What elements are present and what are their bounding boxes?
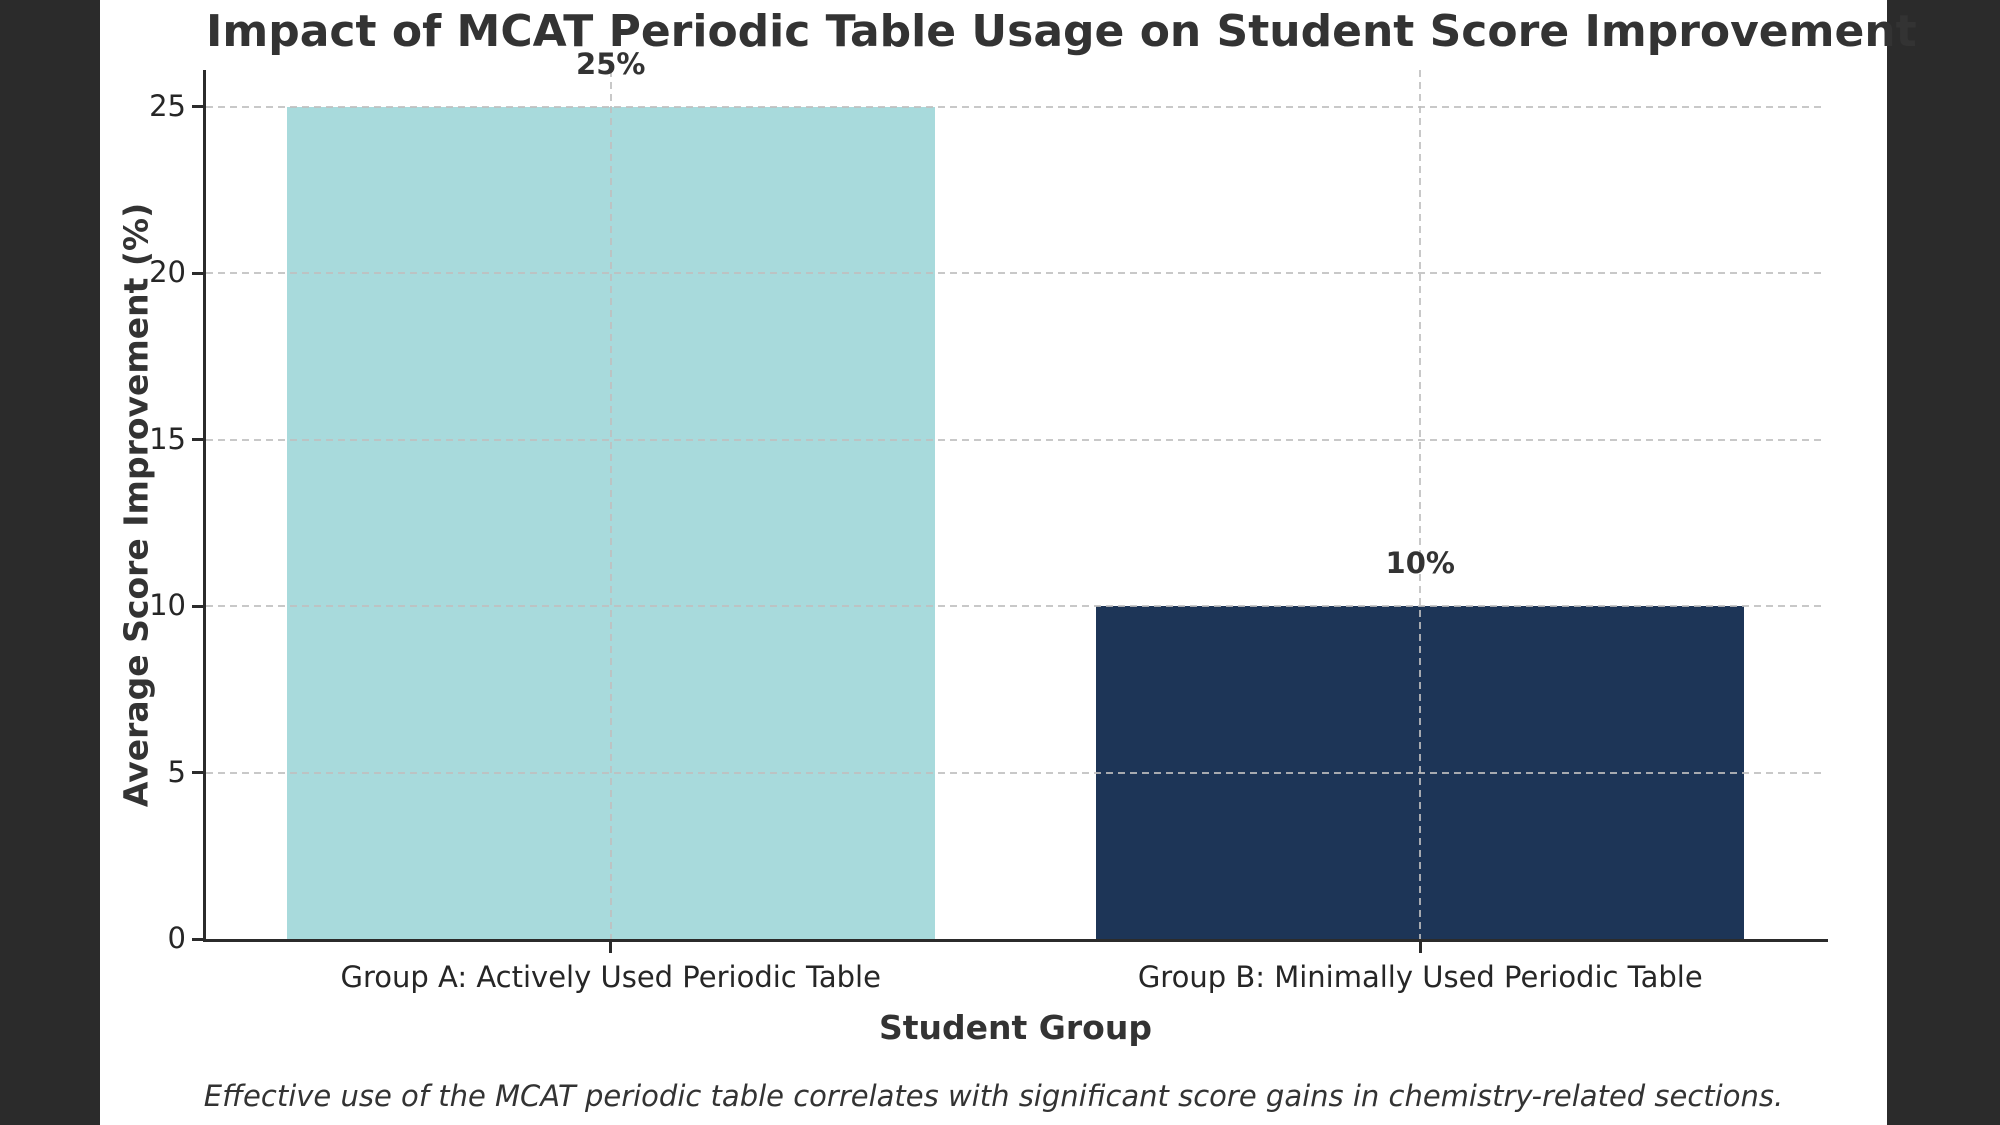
- y-tick-0: [192, 937, 203, 941]
- left-letterbox: [0, 0, 100, 1125]
- y-tick-label-20: 20: [149, 255, 186, 290]
- y-tick-label-25: 25: [149, 88, 186, 123]
- y-axis-spine: [203, 70, 206, 942]
- y-axis-label: Average Score Improvement (%): [116, 202, 156, 808]
- x-tick-0: [609, 942, 613, 953]
- y-tick-label-10: 10: [149, 588, 186, 623]
- y-tick-15: [192, 438, 203, 442]
- bar-value-label-1: 10%: [1385, 546, 1455, 581]
- y-gridline-5: [206, 771, 1825, 774]
- y-tick-20: [192, 271, 203, 275]
- y-tick-label-5: 5: [167, 754, 186, 789]
- y-gridline-20: [206, 272, 1825, 275]
- x-axis-spine: [203, 939, 1828, 942]
- x-axis-label: Student Group: [879, 1008, 1152, 1047]
- x-tick-label-0: Group A: Actively Used Periodic Table: [340, 960, 881, 994]
- y-tick-label-0: 0: [167, 921, 186, 955]
- x-tick-1: [1418, 942, 1422, 953]
- y-tick-10: [192, 604, 203, 608]
- chart-caption: Effective use of the MCAT periodic table…: [203, 1079, 1784, 1113]
- y-gridline-15: [206, 438, 1825, 441]
- y-tick-25: [192, 105, 203, 109]
- x-gridline-0: [609, 70, 612, 939]
- x-tick-label-1: Group B: Minimally Used Periodic Table: [1137, 960, 1703, 994]
- bar-value-label-0: 25%: [576, 46, 646, 81]
- y-tick-label-15: 15: [149, 421, 186, 456]
- y-tick-5: [192, 771, 203, 775]
- x-gridline-1: [1419, 70, 1422, 939]
- y-gridline-10: [206, 605, 1825, 608]
- right-letterbox: [1887, 0, 2000, 1125]
- chart-title: Impact of MCAT Periodic Table Usage on S…: [206, 6, 1917, 57]
- y-gridline-25: [206, 105, 1825, 108]
- plot-area: 0 5 10 15 20 25 25% Group A: Actively Used Peri…: [149, 49, 1828, 994]
